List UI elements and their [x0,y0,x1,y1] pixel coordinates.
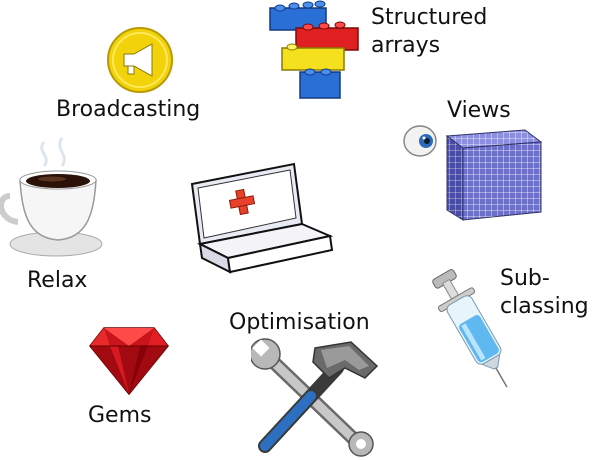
syringe-icon [432,269,508,388]
views-label: Views [447,98,511,123]
structured-arrays-label-2: arrays [371,33,441,58]
optimisation-label: Optimisation [229,310,370,335]
first-aid-kit-icon [190,162,334,274]
ruby-gem-icon [89,327,169,396]
grid-cube-icon [445,129,543,221]
relax-label: Relax [27,268,88,293]
sub-classing-label-1: Sub- [500,266,550,291]
sub-classing-label-2: classing [500,294,589,319]
wrench-hammer-icon [251,338,379,457]
structured-arrays-label-1: Structured [371,5,488,30]
broadcasting-label: Broadcasting [56,97,201,122]
lego-bricks-icon [269,0,359,99]
gems-label: Gems [88,403,152,428]
coffee-cup-icon [0,137,103,257]
eye-icon [403,125,437,157]
megaphone-icon [107,27,173,93]
